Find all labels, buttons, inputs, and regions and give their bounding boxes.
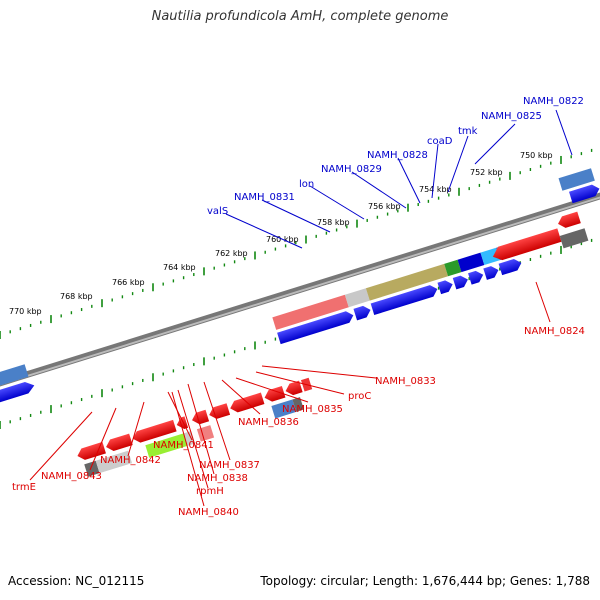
gene-label: proC bbox=[348, 391, 371, 402]
feature-arrow bbox=[230, 392, 265, 413]
genome-summary: Topology: circular; Length: 1,676,444 bp… bbox=[260, 574, 590, 588]
gene-label: NAMH_0840 bbox=[178, 507, 239, 518]
feature-dark-gray bbox=[292, 397, 304, 412]
feature-light-gray bbox=[95, 450, 133, 474]
feature-steel bbox=[558, 168, 595, 191]
feature-arrow bbox=[498, 258, 522, 276]
kbp-label: 758 kbp bbox=[317, 218, 350, 227]
gene-label: NAMH_0825 bbox=[481, 111, 542, 122]
gene-label: NAMH_0841 bbox=[153, 440, 214, 451]
gene-label: NAMH_0829 bbox=[321, 164, 382, 175]
gene-label: NAMH_0833 bbox=[375, 376, 436, 387]
gene-label: rpmH bbox=[196, 486, 224, 497]
feature-arrow bbox=[285, 380, 303, 396]
feature-arrow bbox=[483, 266, 499, 280]
feature-gray bbox=[344, 288, 370, 308]
reverse-labels: NAMH_0824 NAMH_0833 proC NAMH_0835 NAMH_… bbox=[12, 326, 585, 518]
gene-label: NAMH_0836 bbox=[238, 417, 299, 428]
genome-title: Nautilia profundicola AmH, complete geno… bbox=[151, 9, 449, 24]
accession-text: Accession: NC_012115 bbox=[8, 574, 145, 588]
feature-arrow bbox=[132, 419, 177, 443]
kbp-label: 756 kbp bbox=[368, 202, 401, 211]
feature-arrow bbox=[452, 275, 468, 290]
feature-pink bbox=[272, 294, 349, 330]
gene-label: NAMH_0837 bbox=[199, 460, 260, 471]
feature-arrow bbox=[492, 228, 562, 261]
feature-arrow bbox=[468, 270, 484, 285]
feature-arrow bbox=[437, 280, 453, 295]
kbp-label: 762 kbp bbox=[215, 249, 248, 258]
feature-cyan bbox=[480, 247, 500, 265]
feature-blue bbox=[457, 252, 485, 273]
kbp-label: 764 kbp bbox=[163, 263, 196, 272]
gene-label: valS bbox=[207, 206, 228, 217]
feature-arrow bbox=[277, 311, 354, 345]
feature-arrow bbox=[558, 211, 581, 228]
feature-arrow bbox=[370, 285, 438, 316]
kbp-label: 770 kbp bbox=[9, 307, 42, 316]
feature-arrow bbox=[209, 403, 231, 419]
gene-label: NAMH_0828 bbox=[367, 150, 428, 161]
gene-label: NAMH_0842 bbox=[100, 455, 161, 466]
kbp-label: 750 kbp bbox=[520, 151, 553, 160]
feature-arrow bbox=[569, 184, 600, 204]
gene-label: NAMH_0831 bbox=[234, 192, 295, 203]
gene-label: lon bbox=[299, 179, 314, 190]
gene-label: coaD bbox=[427, 136, 453, 147]
gene-label: tmk bbox=[458, 126, 478, 137]
gene-label: NAMH_0835 bbox=[282, 404, 343, 415]
feature-lime bbox=[145, 433, 188, 458]
gene-label: NAMH_0843 bbox=[41, 471, 102, 482]
gene-label: NAMH_0822 bbox=[523, 96, 584, 107]
feature-green-small bbox=[444, 259, 462, 277]
feature-blue-box bbox=[0, 364, 29, 391]
kbp-label: 766 kbp bbox=[112, 278, 145, 287]
feature-arrow bbox=[264, 386, 286, 402]
gene-label: NAMH_0824 bbox=[524, 326, 585, 337]
feature-dark-gray bbox=[84, 460, 100, 477]
feature-steel bbox=[271, 399, 297, 419]
feature-arrow bbox=[353, 305, 371, 321]
gene-label: NAMH_0838 bbox=[187, 473, 248, 484]
kbp-label: 768 kbp bbox=[60, 292, 93, 301]
kbp-label: 754 kbp bbox=[419, 185, 452, 194]
reverse-features bbox=[77, 211, 589, 477]
backbone bbox=[0, 192, 600, 387]
feature-dark-gray bbox=[559, 228, 589, 249]
forward-labels: NAMH_0822 NAMH_0825 tmk coaD NAMH_0828 N… bbox=[207, 96, 584, 217]
feature-olive bbox=[365, 263, 449, 301]
kbp-label: 752 kbp bbox=[470, 168, 503, 177]
leader-lines bbox=[29, 109, 573, 507]
feature-arrow bbox=[106, 433, 133, 451]
feature-arrow bbox=[0, 381, 35, 407]
gene-label: trmE bbox=[12, 482, 36, 493]
feature-arrow bbox=[77, 441, 106, 460]
